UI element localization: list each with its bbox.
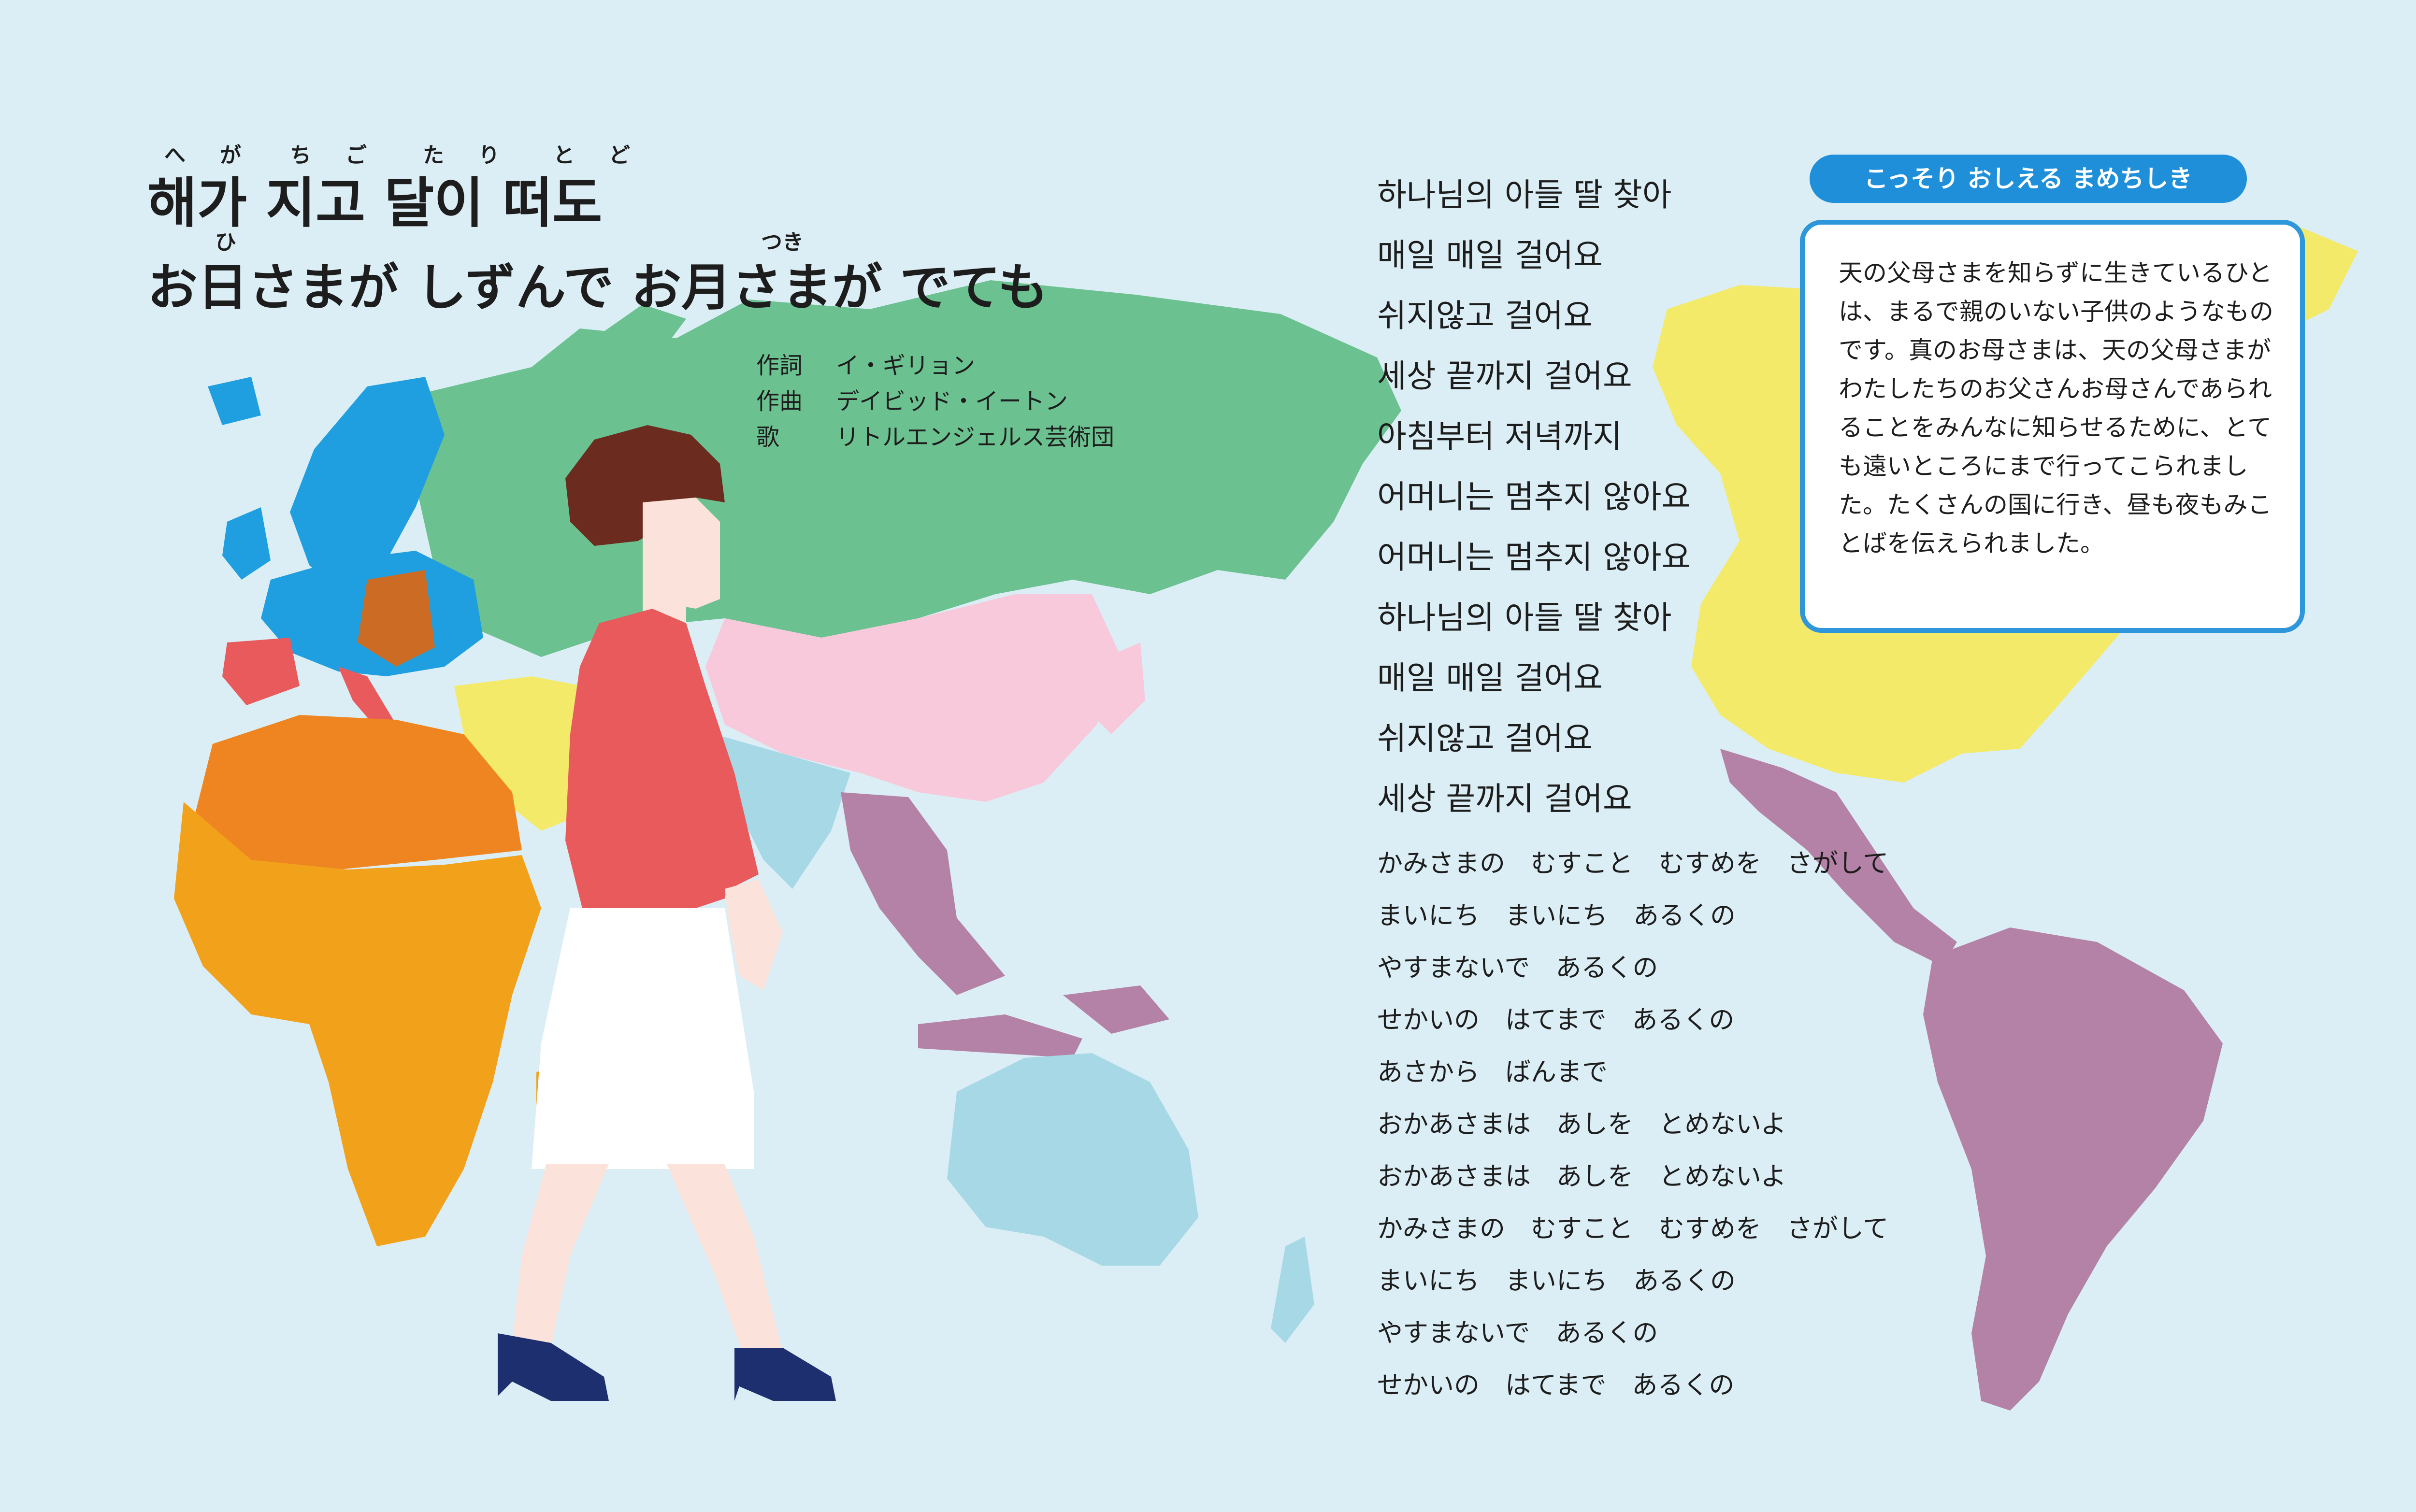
title-ruby: た xyxy=(423,143,444,168)
title-japanese: お日さまが しずんで お月さまが でても xyxy=(147,258,1049,317)
tip-text: 天の父母さまを知らずに生きているひとは、まるで親のいない子供のようなものです。真… xyxy=(1839,259,2273,557)
lyric-line: 어머니는 멈추지 않아요 xyxy=(1377,539,1691,576)
lyric-line: 매일 매일 걸어요 xyxy=(1377,237,1603,274)
credit-name: リトルエンジェルス芸術団 xyxy=(836,424,1115,451)
credit-role: 歌 xyxy=(756,424,780,451)
lyric-line: やすまないで あるくの xyxy=(1377,1318,1658,1348)
sleeve xyxy=(667,667,759,894)
shoe-back xyxy=(498,1333,609,1401)
central-europe xyxy=(358,570,435,667)
africa-north xyxy=(193,715,522,870)
title-ruby: ど xyxy=(609,143,630,168)
south-america xyxy=(1923,927,2223,1411)
lyric-line: かみさまの むすこと むすめを さがして xyxy=(1377,849,1889,878)
southeast-asia xyxy=(841,792,1005,995)
scandinavia xyxy=(290,377,445,599)
lyric-line: 쉬지않고 걸어요 xyxy=(1377,720,1593,757)
russia xyxy=(411,280,1401,657)
credit-name: イ・ギリョン xyxy=(836,352,976,379)
title-ruby: ご xyxy=(345,143,367,168)
skirt xyxy=(532,908,754,1169)
tip-box xyxy=(1800,220,2305,633)
britain xyxy=(222,507,271,580)
lyric-line: せかいの はてまで あるくの xyxy=(1377,1370,1735,1400)
hand xyxy=(725,879,783,990)
lyric-line: まいにち まいにち あるくの xyxy=(1377,1266,1736,1296)
arctic-island xyxy=(594,304,686,357)
lyric-line: 하나님의 아들 딸 찾아 xyxy=(1377,599,1672,636)
leg-back xyxy=(512,1164,609,1348)
africa xyxy=(174,802,541,1246)
central-america xyxy=(1720,749,1957,966)
title-ruby: へ xyxy=(164,143,186,168)
iberia xyxy=(222,638,300,705)
title-ruby: り xyxy=(478,143,500,168)
title-ruby: ち xyxy=(290,143,311,168)
credit-singer: 歌 リトルエンジェルス芸術団 xyxy=(756,419,1114,455)
lyric-line: 세상 끝까지 걸어요 xyxy=(1377,780,1632,817)
hair xyxy=(565,425,725,546)
tip-label: こっそり おしえる まめちしき xyxy=(1810,155,2247,203)
iceland xyxy=(208,377,261,425)
lyric-line: 아침부터 저녁까지 xyxy=(1377,418,1622,455)
title-ruby: と xyxy=(553,143,575,168)
credit-lyricist: 作詞 イ・ギリョン xyxy=(756,348,1114,384)
credit-composer: 作曲 デイビッド・イートン xyxy=(756,384,1114,419)
title-ruby: が xyxy=(220,143,241,168)
australia xyxy=(947,1053,1198,1266)
song-credits: 作詞 イ・ギリョン 作曲 デイビッド・イートン 歌 リトルエンジェルス芸術団 xyxy=(756,348,1114,455)
lyric-line: あさから ばんまで xyxy=(1377,1057,1608,1087)
lyric-line: おかあさまは あしを とめないよ xyxy=(1377,1162,1786,1191)
credit-role: 作詞 xyxy=(756,352,803,379)
credit-name: デイビッド・イートン xyxy=(836,388,1068,415)
title-ruby: ひ xyxy=(215,230,236,255)
shoe-front xyxy=(734,1348,836,1401)
lyric-line: 어머니는 멈추지 않아요 xyxy=(1377,478,1691,515)
title-ruby: つき xyxy=(761,230,804,255)
lyric-line: 하나님의 아들 딸 찾아 xyxy=(1377,176,1672,214)
south-asia xyxy=(715,734,850,889)
new-guinea xyxy=(1063,985,1169,1034)
walking-woman xyxy=(498,425,836,1401)
lyric-line: 쉬지않고 걸어요 xyxy=(1377,297,1593,334)
credit-role: 作曲 xyxy=(756,388,803,415)
title-korean: 해가 지고 달이 떠도 xyxy=(147,172,603,235)
new-zealand xyxy=(1271,1237,1314,1343)
leg-front xyxy=(667,1164,783,1357)
lyrics-japanese: かみさまの むすこと むすめを さがして まいにち まいにち あるくの やすまな… xyxy=(1377,843,1888,1417)
italy xyxy=(338,667,396,734)
lyric-line: 세상 끝까지 걸어요 xyxy=(1377,357,1632,395)
lyric-line: まいにち まいにち あるくの xyxy=(1377,901,1736,930)
lyric-line: やすまないで あるくの xyxy=(1377,953,1658,983)
lyric-line: おかあさまは あしを とめないよ xyxy=(1377,1110,1786,1139)
east-asia xyxy=(705,594,1121,802)
lyric-line: 매일 매일 걸어요 xyxy=(1377,659,1603,697)
lyric-line: かみさまの むすこと むすめを さがして xyxy=(1377,1214,1889,1243)
lyric-line: せかいの はてまで あるくの xyxy=(1377,1005,1735,1035)
japan xyxy=(1092,642,1145,734)
indonesia xyxy=(918,1014,1082,1058)
